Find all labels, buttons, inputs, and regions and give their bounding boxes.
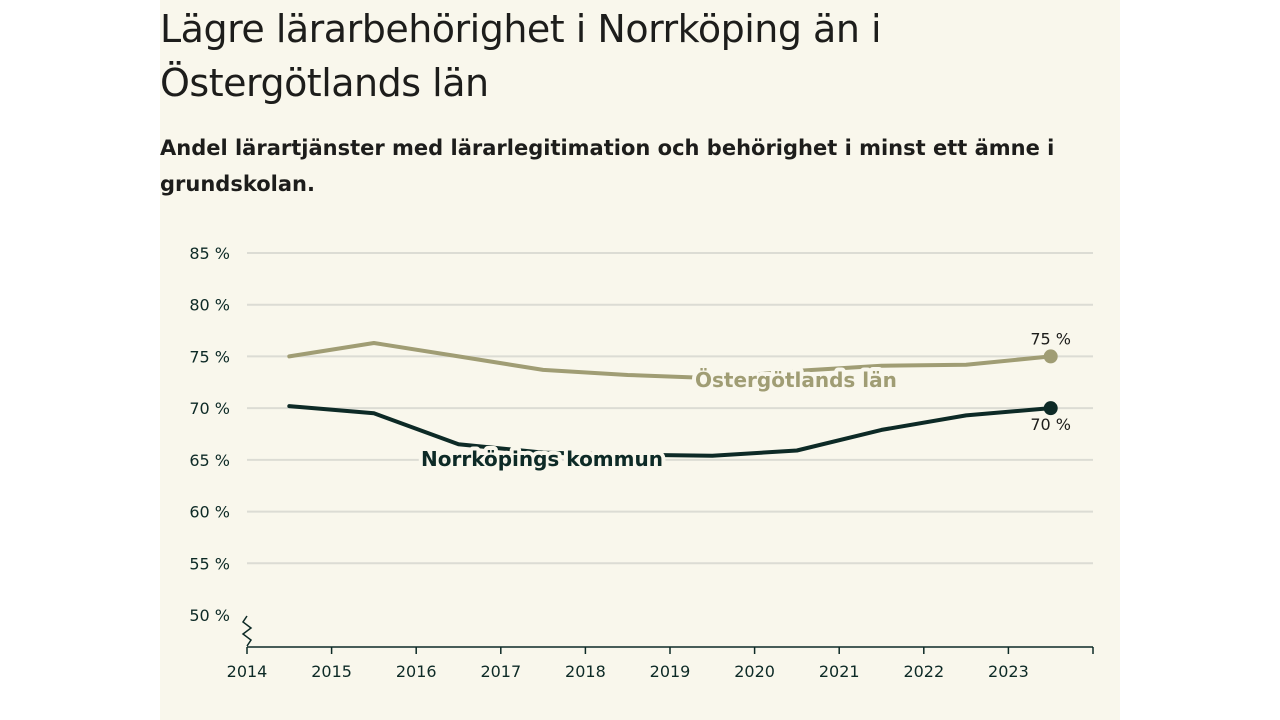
series-name-label-1: Norrköpings kommun (421, 447, 663, 471)
series-end-dot-0 (1043, 349, 1058, 364)
chart-title: Lägre lärarbehörighet i Norrköping än i … (160, 7, 882, 105)
x-tick-label: 2014 (227, 662, 268, 681)
y-tick-label: 80 % (189, 296, 230, 315)
x-tick-label: 2021 (819, 662, 860, 681)
x-tick-label: 2018 (565, 662, 606, 681)
x-tick-label: 2020 (734, 662, 775, 681)
y-tick-label: 65 % (189, 451, 230, 470)
y-tick-label: 60 % (189, 503, 230, 522)
series-end-dot-1 (1043, 401, 1058, 416)
x-tick-label: 2015 (311, 662, 352, 681)
y-tick-label: 70 % (189, 399, 230, 418)
end-value-label-0: 75 % (1030, 329, 1071, 348)
chart-panel (160, 0, 1120, 720)
y-tick-label: 75 % (189, 347, 230, 366)
x-tick-label: 2016 (396, 662, 437, 681)
grid-lines (247, 252, 1093, 565)
series-labels: 75 % Östergötlands län 70 % Norrköpings kom… (417, 329, 1071, 475)
series-line-0 (287, 341, 1053, 381)
series-lines (287, 341, 1058, 458)
y-tick-label: 85 % (189, 244, 230, 263)
series-line-1 (287, 404, 1053, 458)
y-tick-label: 55 % (189, 554, 230, 573)
x-tick-label: 2019 (650, 662, 691, 681)
y-axis-ticks: 85 % 80 % 75 % 70 % 65 % 60 % 55 % 50 % (189, 244, 253, 647)
x-tick-label: 2022 (903, 662, 944, 681)
series-name-label-0: Östergötlands län (695, 368, 897, 392)
x-tick-label: 2023 (988, 662, 1029, 681)
y-tick-label: 50 % (189, 606, 230, 625)
x-axis: 2014 2015 2016 2017 2018 2019 2020 2021 2022 2023 (227, 646, 1094, 681)
axis-break-icon (241, 615, 253, 647)
x-tick-label: 2017 (480, 662, 521, 681)
chart-subtitle: Andel lärartjänster med lärarlegitimatio… (160, 136, 1055, 196)
end-value-label-1: 70 % (1030, 415, 1071, 434)
